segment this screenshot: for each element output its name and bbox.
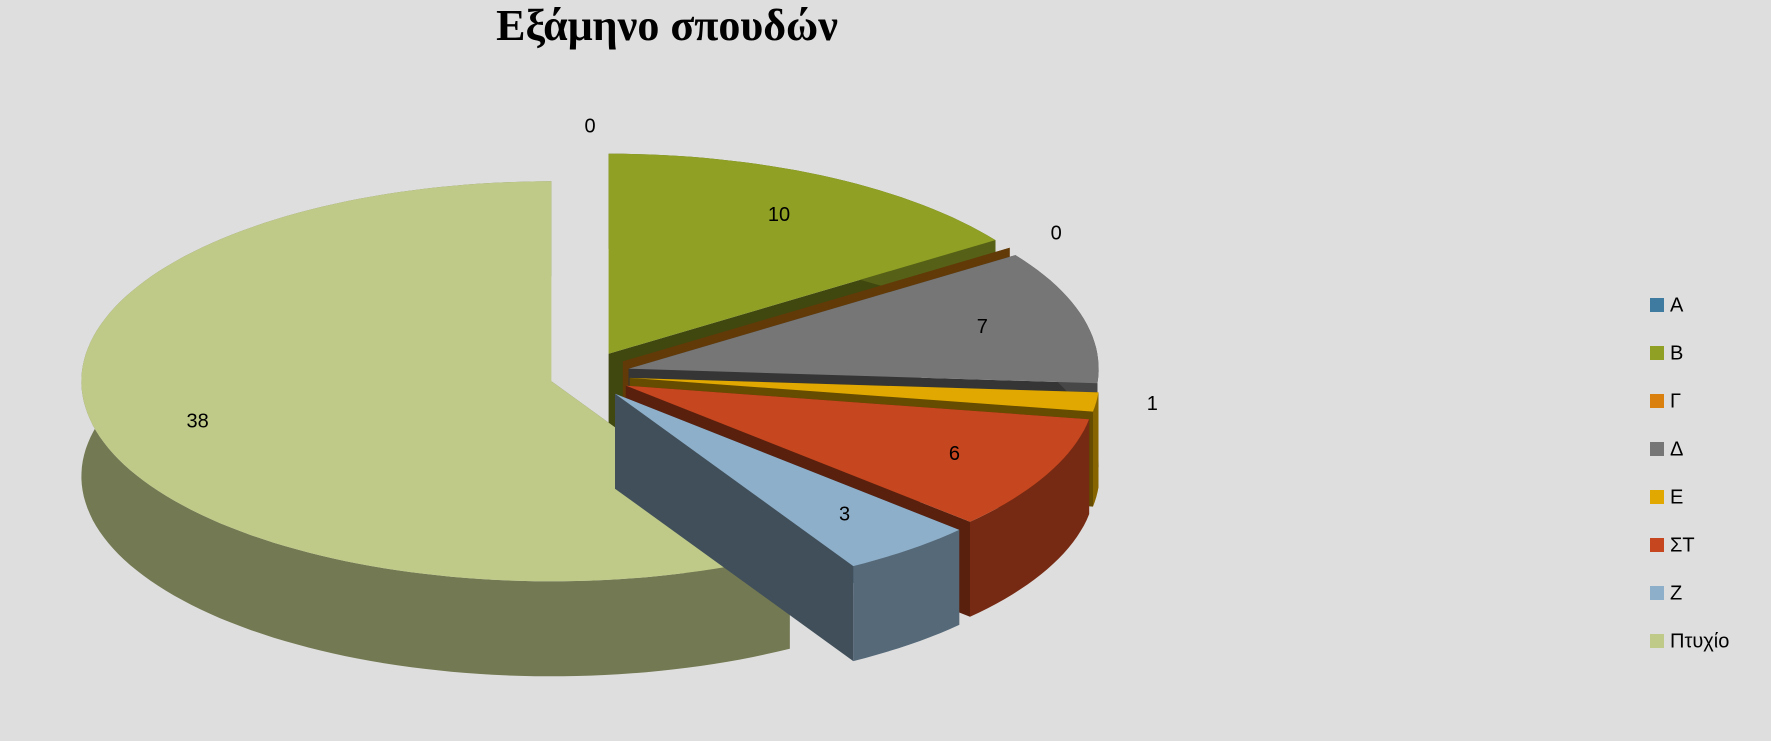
data-label: 1 bbox=[1147, 393, 1158, 415]
legend-label: Γ bbox=[1670, 390, 1681, 412]
chart-title: Εξάμηνο σπουδών bbox=[496, 1, 838, 50]
slice-top bbox=[608, 153, 996, 354]
slice-side bbox=[970, 419, 1090, 617]
legend-swatch bbox=[1650, 298, 1664, 312]
data-label: 7 bbox=[977, 316, 988, 338]
legend-label: Α bbox=[1670, 294, 1684, 316]
data-label: 0 bbox=[1051, 222, 1062, 244]
legend-label: ΣΤ bbox=[1670, 534, 1695, 556]
legend-label: Πτυχίο bbox=[1670, 630, 1729, 652]
legend-swatch bbox=[1650, 346, 1664, 360]
data-label: 0 bbox=[584, 115, 595, 137]
slice-top bbox=[625, 385, 1090, 522]
legend-swatch bbox=[1650, 538, 1664, 552]
data-label: 3 bbox=[839, 504, 850, 526]
data-label: 10 bbox=[768, 204, 790, 226]
legend-swatch bbox=[1650, 490, 1664, 504]
legend-label: Β bbox=[1670, 342, 1683, 364]
slice bbox=[615, 393, 960, 662]
legend-swatch bbox=[1650, 634, 1664, 648]
slice-top bbox=[628, 255, 1099, 384]
slice-top bbox=[81, 181, 790, 582]
legend-swatch bbox=[1650, 442, 1664, 456]
legend-label: Δ bbox=[1670, 438, 1683, 460]
data-label: 6 bbox=[949, 443, 960, 465]
legend-swatch bbox=[1650, 586, 1664, 600]
legend-swatch bbox=[1650, 394, 1664, 408]
legend-label: Ε bbox=[1670, 486, 1683, 508]
slice-top bbox=[615, 393, 960, 567]
slice-top bbox=[629, 377, 1099, 412]
slice-side bbox=[1093, 392, 1099, 507]
data-label: 38 bbox=[187, 411, 209, 433]
slice-side bbox=[853, 529, 960, 662]
legend-label: Ζ bbox=[1670, 582, 1682, 604]
slice-wall bbox=[615, 393, 854, 662]
